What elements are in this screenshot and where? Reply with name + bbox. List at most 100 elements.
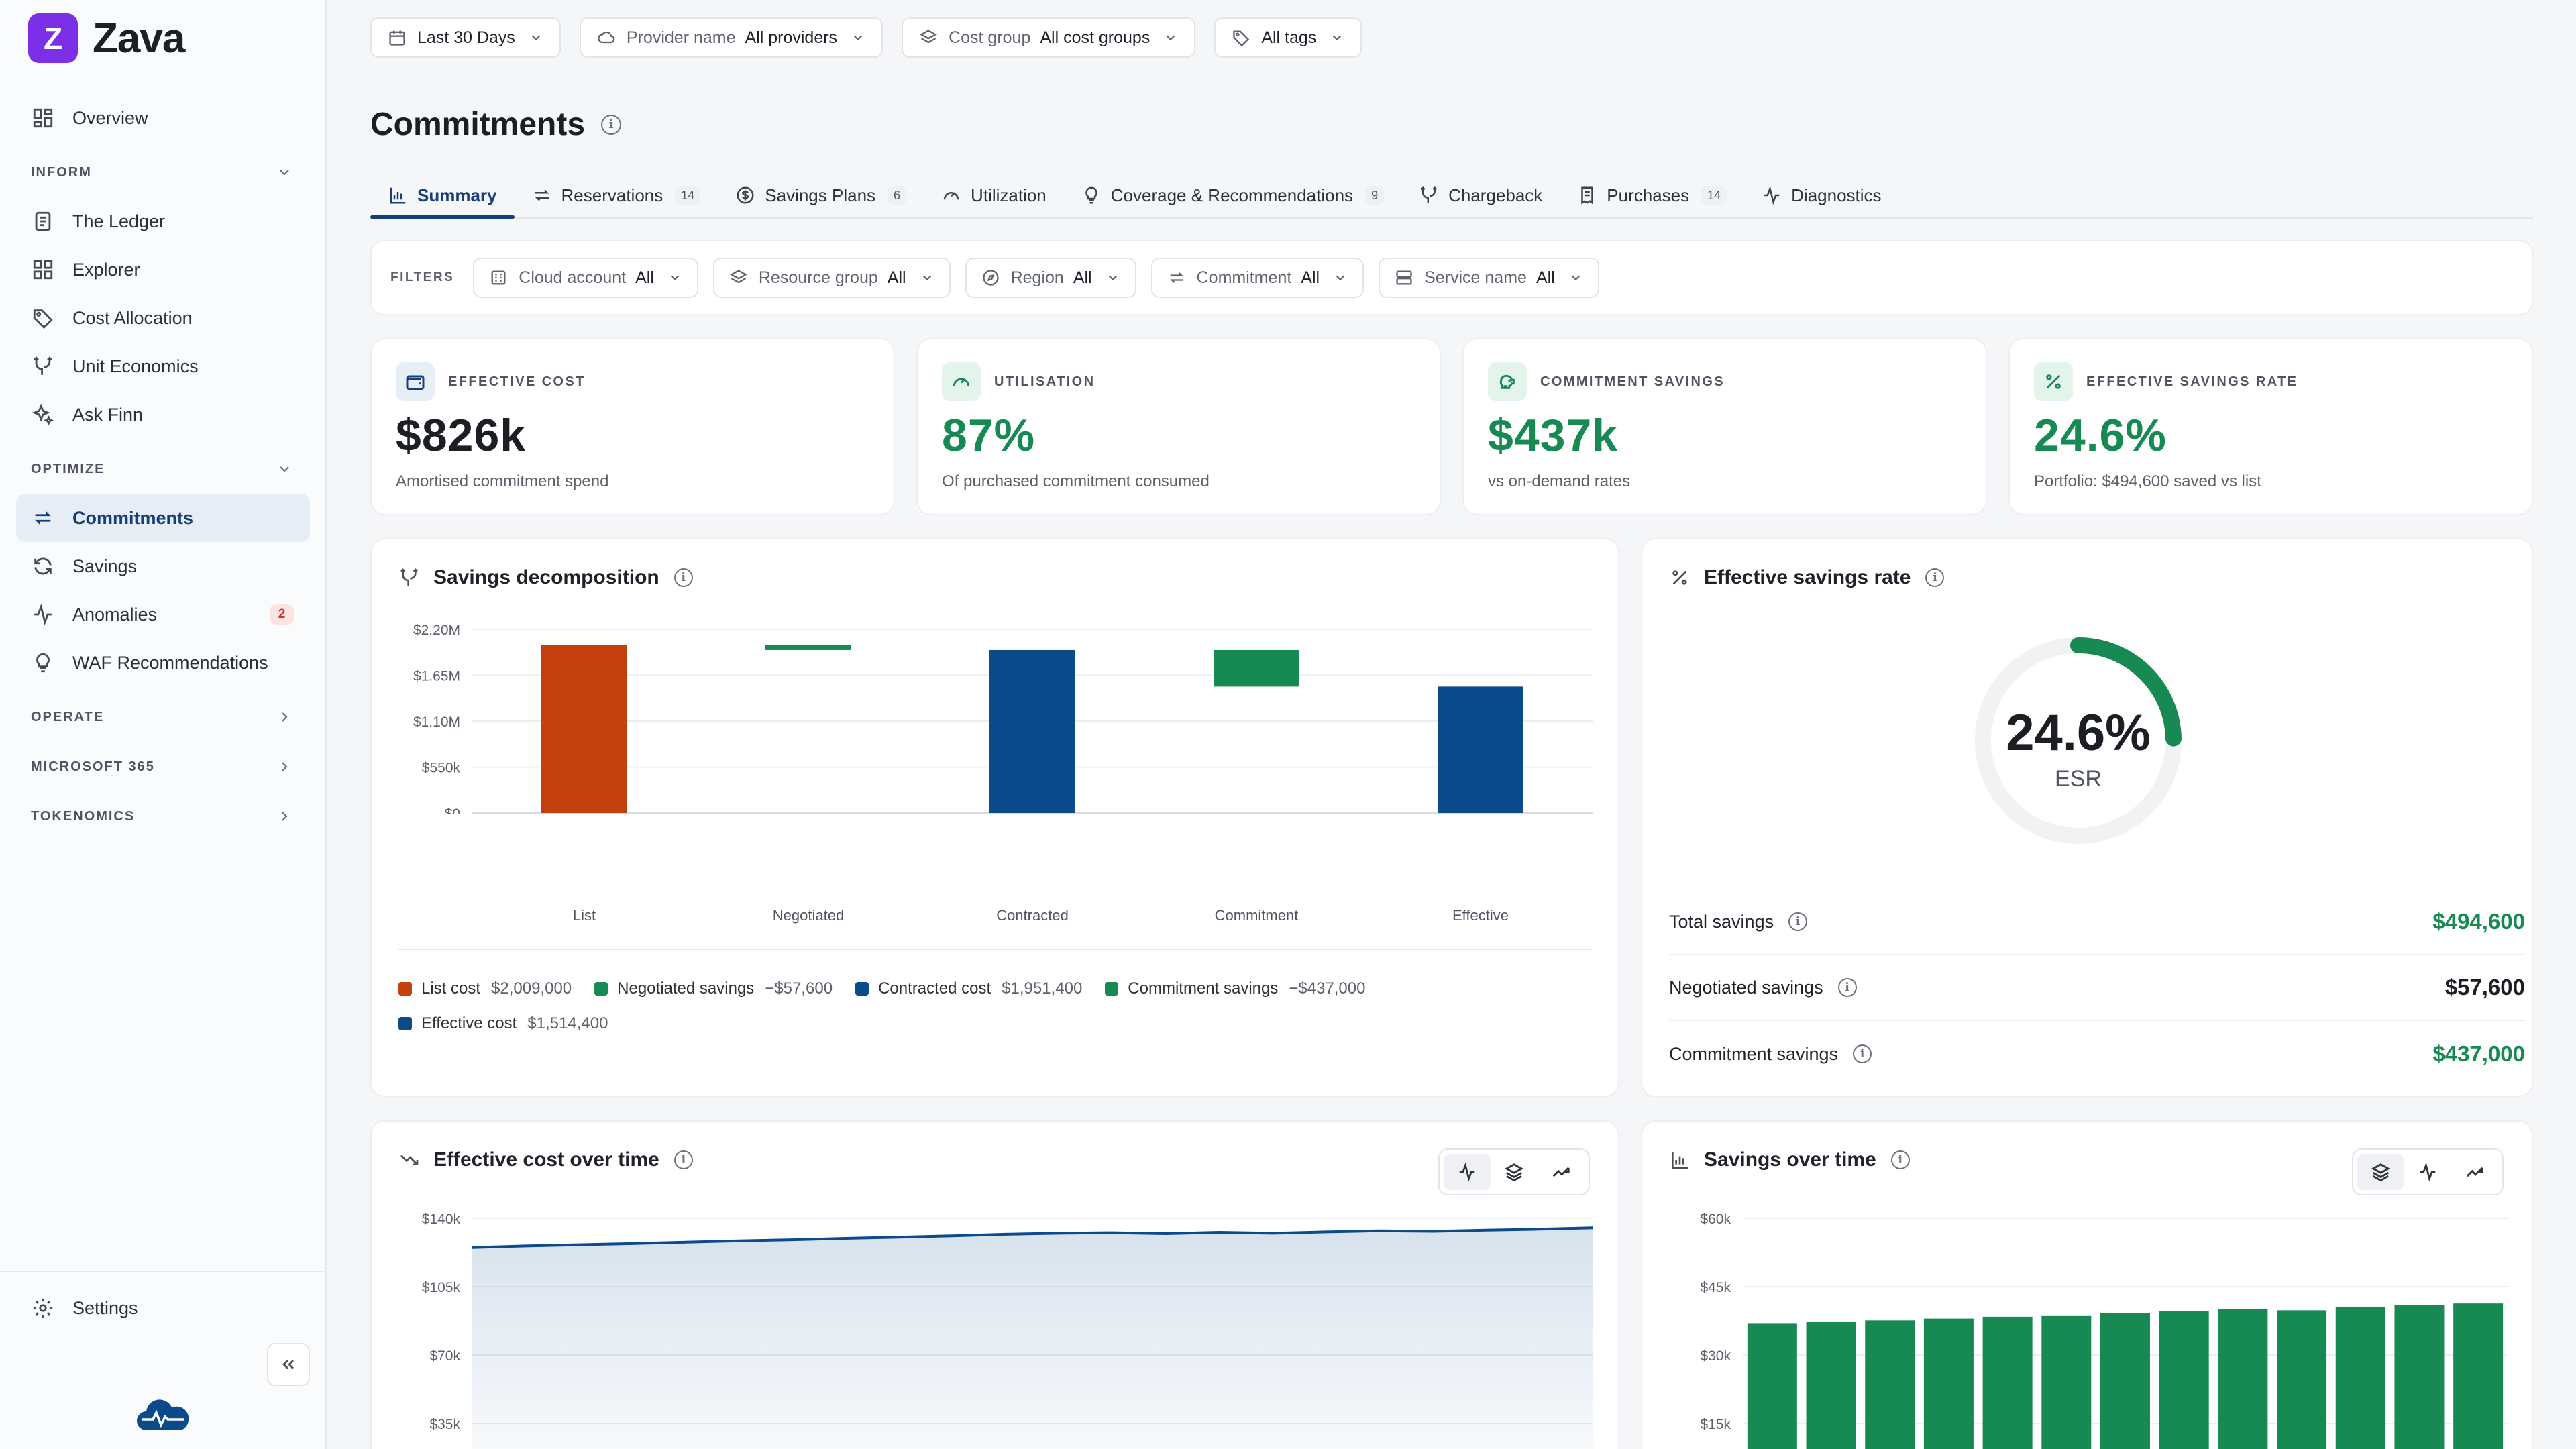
lightbulb-icon bbox=[1085, 186, 1097, 204]
provider-select[interactable]: Provider name All providers bbox=[579, 17, 883, 58]
section-label: MICROSOFT 365 bbox=[31, 759, 155, 774]
sidebar-item-label: Unit Economics bbox=[72, 356, 199, 376]
activity-icon bbox=[1459, 1162, 1475, 1182]
tag-icon bbox=[1233, 30, 1250, 47]
legend-swatch bbox=[1105, 982, 1119, 996]
sidebar-item-anomalies[interactable]: Anomalies 2 bbox=[16, 590, 310, 639]
collapse-sidebar-button[interactable] bbox=[267, 1343, 310, 1386]
tab-utilization[interactable]: Utilization bbox=[924, 173, 1064, 217]
kpi-value: 24.6% bbox=[2034, 410, 2167, 461]
line-chart-toggle[interactable] bbox=[1444, 1154, 1491, 1190]
chevron-down-icon bbox=[1167, 35, 1175, 41]
tab-chargeback[interactable]: Chargeback bbox=[1401, 173, 1560, 217]
savings-bar bbox=[1747, 1323, 1797, 1449]
info-icon[interactable]: i bbox=[1837, 978, 1857, 997]
tab-purchases[interactable]: Purchases 14 bbox=[1560, 173, 1744, 217]
section-optimize[interactable]: OPTIMIZE bbox=[16, 444, 310, 494]
tab-count: 9 bbox=[1365, 186, 1385, 205]
tab-summary[interactable]: Summary bbox=[370, 173, 515, 219]
kpi-card-effective-cost: EFFECTIVE COST $826k Amortised commitmen… bbox=[370, 338, 895, 515]
waterfall-bar bbox=[541, 645, 627, 813]
layers-icon bbox=[920, 30, 937, 44]
info-icon[interactable]: i bbox=[1853, 1044, 1872, 1063]
app-logo[interactable]: Z Zava bbox=[28, 13, 185, 63]
sidebar-item-explorer[interactable]: Explorer bbox=[16, 246, 310, 294]
info-icon[interactable]: i bbox=[601, 114, 622, 135]
filter-cloud-account[interactable]: Cloud account All bbox=[473, 258, 698, 298]
info-icon[interactable]: i bbox=[1788, 912, 1808, 931]
cost-group-value: All cost groups bbox=[1040, 28, 1150, 47]
chevron-down-icon bbox=[1336, 275, 1345, 281]
trending-up-icon bbox=[2466, 1167, 2483, 1177]
y-tick-label: $1.10M bbox=[413, 714, 460, 730]
sidebar-item-commitments[interactable]: Commitments bbox=[16, 494, 310, 542]
kpi-label: COMMITMENT SAVINGS bbox=[1540, 374, 1725, 389]
tab-label: Chargeback bbox=[1448, 184, 1543, 205]
x-axis-labels: List Negotiated Contracted Commitment Effect… bbox=[573, 907, 1509, 924]
stacked-chart-toggle[interactable] bbox=[2357, 1154, 2404, 1190]
kpi-card-utilisation: UTILISATION 87% Of purchased commitment … bbox=[916, 338, 1441, 515]
savings-bar bbox=[2394, 1305, 2445, 1449]
filter-commitment[interactable]: Commitment All bbox=[1150, 258, 1364, 298]
sidebar-item-waf-recommendations[interactable]: WAF Recommendations bbox=[16, 639, 310, 687]
kpi-subtitle: Portfolio: $494,600 saved vs list bbox=[2034, 472, 2261, 490]
legend-swatch bbox=[398, 1017, 412, 1030]
provider-value: All providers bbox=[745, 28, 838, 47]
legend-swatch bbox=[594, 982, 608, 996]
sidebar-item-overview[interactable]: Overview bbox=[16, 94, 310, 142]
tab-coverage-recommendations[interactable]: Coverage & Recommendations 9 bbox=[1064, 173, 1401, 217]
info-icon[interactable]: i bbox=[674, 568, 693, 587]
tags-select[interactable]: All tags bbox=[1214, 17, 1362, 58]
legend-label: Negotiated savings bbox=[617, 979, 755, 998]
savings-bar bbox=[2159, 1311, 2209, 1449]
line-chart-toggle[interactable] bbox=[2404, 1154, 2451, 1190]
sidebar-item-settings[interactable]: Settings bbox=[16, 1284, 310, 1332]
compass-icon bbox=[982, 270, 999, 286]
info-icon[interactable]: i bbox=[1925, 568, 1945, 587]
tab-label: Reservations bbox=[561, 184, 663, 205]
filter-label: Service name bbox=[1424, 268, 1527, 287]
tab-count: 6 bbox=[888, 186, 907, 205]
legend-value: $1,514,400 bbox=[527, 1014, 608, 1032]
building-icon bbox=[491, 270, 506, 285]
cost-group-select[interactable]: Cost group All cost groups bbox=[902, 17, 1196, 58]
stacked-chart-toggle[interactable] bbox=[1491, 1154, 1538, 1190]
sidebar-item-label: Overview bbox=[72, 107, 148, 128]
y-tick-label: $45k bbox=[1700, 1280, 1731, 1295]
info-icon[interactable]: i bbox=[674, 1150, 693, 1169]
tab-reservations[interactable]: Reservations 14 bbox=[515, 173, 718, 217]
series-line bbox=[472, 1226, 1593, 1249]
kpi-label: UTILISATION bbox=[994, 374, 1095, 389]
chevron-right-icon bbox=[282, 762, 288, 771]
sidebar-item-label: Ask Finn bbox=[72, 404, 144, 425]
legend-value: $2,009,000 bbox=[491, 979, 572, 998]
trend-chart-toggle[interactable] bbox=[1538, 1154, 1585, 1190]
savings-decomposition-panel: Savings decomposition i $0 $550k $1.10M $1.… bbox=[370, 538, 1619, 1097]
section-tokenomics[interactable]: TOKENOMICS bbox=[16, 792, 310, 841]
sidebar-item-cost-allocation[interactable]: Cost Allocation bbox=[16, 294, 310, 342]
global-filter-bar: Last 30 Days Provider name All providers… bbox=[370, 17, 1362, 58]
trend-chart-toggle[interactable] bbox=[2451, 1154, 2498, 1190]
tab-label: Diagnostics bbox=[1791, 184, 1882, 205]
section-operate[interactable]: OPERATE bbox=[16, 692, 310, 742]
esr-caption: ESR bbox=[2055, 766, 2102, 792]
date-range-select[interactable]: Last 30 Days bbox=[370, 17, 561, 58]
sidebar-item-the-ledger[interactable]: The Ledger bbox=[16, 197, 310, 246]
sparkles-icon bbox=[31, 402, 55, 427]
kpi-label: EFFECTIVE COST bbox=[448, 374, 586, 389]
sidebar-item-unit-economics[interactable]: Unit Economics bbox=[16, 342, 310, 390]
filter-service-name[interactable]: Service name All bbox=[1379, 258, 1599, 298]
tab-diagnostics[interactable]: Diagnostics bbox=[1744, 173, 1898, 217]
percent-icon bbox=[1672, 570, 1687, 585]
sidebar-item-ask-finn[interactable]: Ask Finn bbox=[16, 390, 310, 439]
tab-savings-plans[interactable]: Savings Plans 6 bbox=[718, 173, 924, 217]
filter-region[interactable]: Region All bbox=[965, 258, 1136, 298]
sidebar-item-savings[interactable]: Savings bbox=[16, 542, 310, 590]
section-inform[interactable]: INFORM bbox=[16, 148, 310, 197]
savings-decomposition-chart: $0 $550k $1.10M $1.65M $2.20M bbox=[413, 623, 1593, 814]
section-microsoft-365[interactable]: MICROSOFT 365 bbox=[16, 742, 310, 792]
split-icon bbox=[31, 354, 55, 378]
info-icon[interactable]: i bbox=[1890, 1150, 1910, 1169]
filter-resource-group[interactable]: Resource group All bbox=[712, 258, 951, 298]
savings-bar bbox=[1982, 1316, 2033, 1449]
